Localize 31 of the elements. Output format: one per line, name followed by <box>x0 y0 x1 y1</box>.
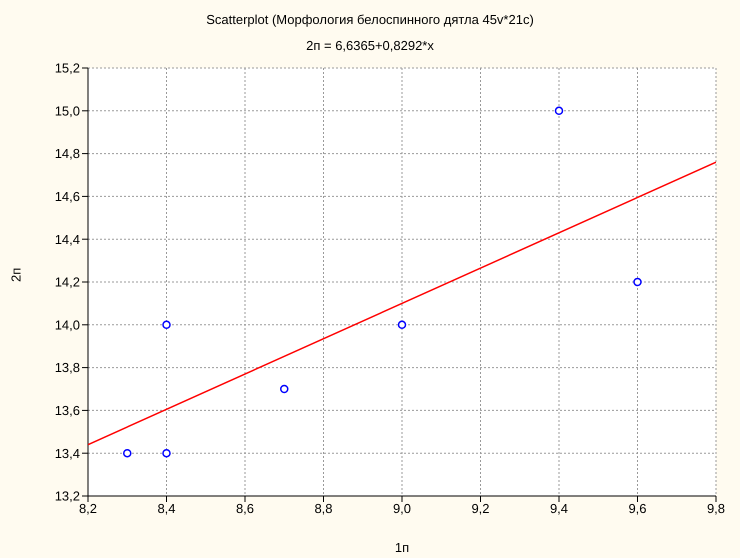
chart-subtitle: 2п = 6,6365+0,8292*x <box>305 38 435 53</box>
point <box>162 320 171 330</box>
y-tick-label: 15,2 <box>54 60 80 76</box>
point <box>633 278 642 286</box>
point <box>123 448 132 458</box>
x-tick-label: 8,4 <box>157 501 176 516</box>
y-tick-label: 14,6 <box>54 189 80 204</box>
y-tick-label: 14,2 <box>54 274 80 290</box>
x-tick-label: 9,0 <box>392 501 412 516</box>
x-tick-label: 9,6 <box>628 501 647 516</box>
x-tick-label: 8,8 <box>314 501 333 516</box>
y-tick-label: 15,0 <box>54 103 80 118</box>
y-tick-label: 13,2 <box>54 488 80 504</box>
point <box>398 320 406 330</box>
point <box>280 384 288 394</box>
x-tick-label: 8,2 <box>78 501 98 516</box>
point <box>162 448 171 458</box>
x-tick-label: 9,8 <box>706 501 726 516</box>
y-tick-label: 14,8 <box>54 146 80 162</box>
y-axis-title: 2п <box>8 268 24 282</box>
y-tick-label: 14,4 <box>54 232 80 247</box>
x-tick-label: 9,4 <box>550 501 568 516</box>
point <box>554 106 564 116</box>
x-tick-label: 8,6 <box>236 501 254 516</box>
y-tick-label: 13,4 <box>54 446 80 461</box>
y-tick-label: 13,6 <box>54 403 80 418</box>
y-tick-label: 14,0 <box>54 317 80 332</box>
x-axis-title: 1п <box>394 540 410 555</box>
y-tick-label: 13,8 <box>54 360 80 376</box>
chart-title: Scatterplot (Морфология белоспинного дятла 45v*21c) <box>205 12 535 27</box>
x-tick-label: 9,2 <box>471 501 490 516</box>
